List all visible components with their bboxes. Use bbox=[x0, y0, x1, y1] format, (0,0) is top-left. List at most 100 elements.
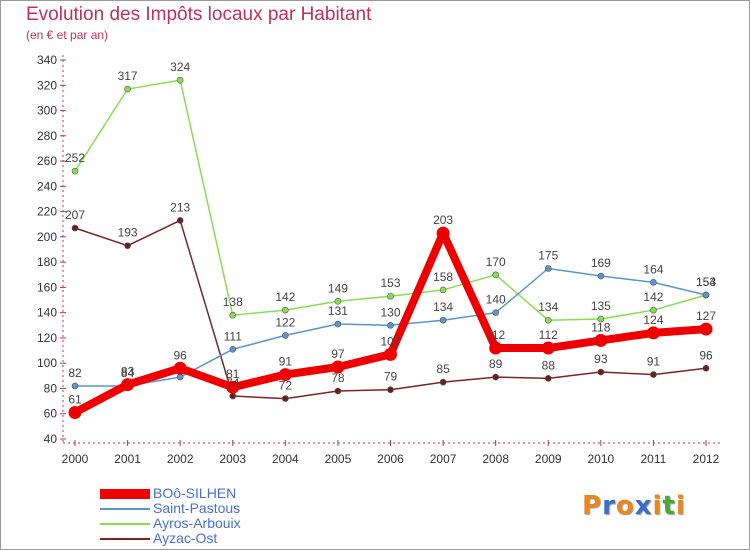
logo-letter: o bbox=[615, 491, 635, 521]
data-label-bo-silhen: 127 bbox=[696, 309, 716, 323]
legend-swatch-ayros-arbouix bbox=[100, 522, 150, 525]
data-label-saint-pastous: 82 bbox=[68, 366, 82, 380]
point-bo-silhen bbox=[68, 405, 82, 419]
point-bo-silhen bbox=[646, 326, 660, 340]
data-label-bo-silhen: 81 bbox=[226, 367, 240, 381]
data-label-bo-silhen: 97 bbox=[331, 347, 345, 361]
data-label-ayzac-ost: 213 bbox=[170, 200, 190, 214]
legend-swatch-boo-silhen bbox=[100, 488, 150, 499]
x-tick-label: 2005 bbox=[325, 452, 352, 466]
y-tick-label: 180 bbox=[37, 255, 57, 269]
logo-letter: r bbox=[602, 491, 616, 521]
logo-letter: P bbox=[582, 491, 603, 521]
point-ayros-arbouix bbox=[176, 76, 184, 84]
data-label-ayzac-ost: 74 bbox=[226, 376, 240, 390]
y-tick-label: 260 bbox=[37, 154, 57, 168]
x-tick-label: 2006 bbox=[377, 452, 404, 466]
data-label-ayros-arbouix: 134 bbox=[538, 300, 558, 314]
data-label-saint-pastous: 169 bbox=[591, 256, 611, 270]
point-bo-silhen bbox=[278, 368, 292, 382]
data-label-ayros-arbouix: 142 bbox=[643, 290, 663, 304]
legend-label-ayzac-ost: Ayzac-Ost bbox=[153, 530, 218, 546]
chart-title: Evolution des Impôts locaux par Habitant bbox=[26, 4, 372, 25]
point-ayzac-ost bbox=[650, 371, 657, 378]
point-ayzac-ost bbox=[124, 242, 131, 250]
legend-swatch-ayzac-ost bbox=[100, 537, 150, 540]
data-label-bo-silhen: 96 bbox=[173, 348, 187, 362]
point-saint-pastous bbox=[650, 279, 657, 286]
point-ayzac-ost bbox=[702, 364, 710, 372]
point-ayzac-ost bbox=[597, 368, 605, 376]
point-bo-silhen bbox=[226, 380, 240, 394]
data-label-bo-silhen: 83 bbox=[121, 365, 135, 379]
logo-letter: i bbox=[675, 491, 686, 521]
point-bo-silhen bbox=[384, 347, 397, 361]
data-label-saint-pastous: 140 bbox=[486, 293, 506, 307]
logo-letter: x bbox=[634, 491, 653, 521]
data-label-ayros-arbouix: 317 bbox=[118, 69, 138, 83]
point-saint-pastous bbox=[282, 332, 289, 339]
point-ayros-arbouix bbox=[597, 315, 605, 323]
x-tick-label: 2004 bbox=[272, 452, 299, 466]
y-tick-label: 120 bbox=[37, 331, 57, 345]
data-label-saint-pastous: 111 bbox=[224, 329, 243, 343]
point-ayzac-ost bbox=[176, 217, 184, 224]
data-label-ayros-arbouix: 153 bbox=[380, 276, 400, 290]
y-tick-label: 60 bbox=[44, 407, 58, 421]
point-ayzac-ost bbox=[387, 386, 394, 394]
x-tick-label: 2009 bbox=[535, 452, 562, 466]
legend-label-ayros-arbouix: Ayros-Arbouix bbox=[153, 515, 241, 531]
y-tick-label: 140 bbox=[37, 306, 57, 320]
point-ayzac-ost bbox=[544, 375, 552, 382]
point-saint-pastous bbox=[492, 309, 499, 316]
data-label-bo-silhen: 107 bbox=[380, 334, 400, 348]
point-bo-silhen bbox=[331, 360, 345, 374]
data-label-bo-silhen: 124 bbox=[643, 313, 663, 327]
data-label-ayros-arbouix: 324 bbox=[170, 60, 190, 74]
y-tick-label: 340 bbox=[37, 53, 57, 67]
data-label-ayzac-ost: 72 bbox=[279, 379, 293, 393]
point-ayros-arbouix bbox=[544, 316, 552, 324]
point-ayzac-ost bbox=[71, 224, 79, 232]
data-label-ayzac-ost: 79 bbox=[384, 370, 398, 384]
x-tick-label: 2010 bbox=[587, 452, 614, 466]
y-tick-label: 160 bbox=[37, 280, 57, 294]
data-label-ayros-arbouix: 142 bbox=[275, 290, 295, 304]
data-label-ayros-arbouix: 138 bbox=[223, 295, 243, 309]
x-tick-label: 2007 bbox=[430, 452, 457, 466]
data-label-bo-silhen: 61 bbox=[68, 392, 82, 406]
data-label-saint-pastous: 130 bbox=[380, 305, 400, 319]
point-bo-silhen bbox=[436, 226, 450, 240]
data-label-saint-pastous: 164 bbox=[643, 262, 663, 276]
point-ayros-arbouix bbox=[387, 292, 394, 300]
x-tick-label: 2000 bbox=[62, 452, 89, 466]
data-label-ayzac-ost: 89 bbox=[489, 357, 503, 371]
point-bo-silhen bbox=[699, 322, 713, 336]
point-saint-pastous bbox=[176, 373, 184, 381]
data-label-saint-pastous: 122 bbox=[275, 315, 295, 329]
point-ayzac-ost bbox=[229, 392, 237, 400]
data-label-ayzac-ost: 207 bbox=[65, 208, 85, 222]
data-label-bo-silhen: 203 bbox=[433, 213, 453, 227]
chart-subtitle: (en € et par an) bbox=[26, 28, 109, 42]
x-tick-label: 2008 bbox=[482, 452, 509, 466]
data-label-bo-silhen: 112 bbox=[539, 328, 558, 342]
point-saint-pastous bbox=[71, 382, 79, 390]
y-tick-label: 220 bbox=[37, 205, 57, 219]
point-ayros-arbouix bbox=[71, 167, 79, 175]
point-bo-silhen bbox=[121, 378, 135, 392]
point-saint-pastous bbox=[229, 346, 237, 353]
point-ayzac-ost bbox=[282, 395, 289, 402]
data-label-ayzac-ost: 88 bbox=[542, 358, 556, 372]
point-ayros-arbouix bbox=[229, 311, 237, 319]
point-saint-pastous bbox=[544, 265, 552, 272]
data-label-saint-pastous: 131 bbox=[328, 304, 348, 318]
point-saint-pastous bbox=[702, 291, 710, 299]
point-ayros-arbouix bbox=[492, 271, 499, 279]
point-ayros-arbouix bbox=[334, 297, 342, 305]
data-label-ayros-arbouix: 252 bbox=[65, 151, 85, 165]
data-label-ayros-arbouix: 154 bbox=[696, 275, 716, 289]
y-tick-label: 100 bbox=[37, 356, 57, 370]
